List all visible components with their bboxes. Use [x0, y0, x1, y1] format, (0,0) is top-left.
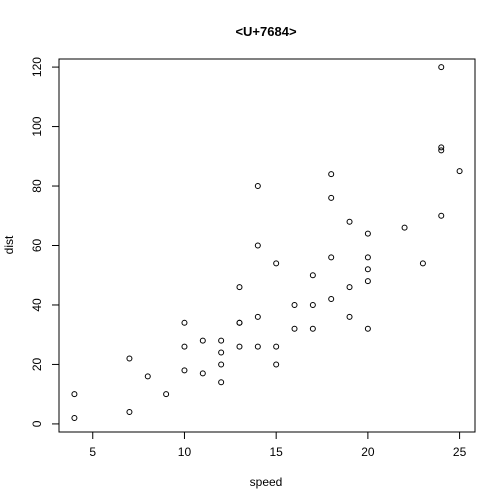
data-point: [236, 343, 243, 350]
chart-title: <U+7684>: [235, 24, 296, 39]
y-axis-label: dist: [2, 235, 16, 254]
data-point: [254, 242, 261, 249]
data-point: [438, 147, 445, 154]
x-axis: 5 10 15 20 25: [89, 432, 467, 459]
data-point: [181, 343, 188, 350]
data-point: [419, 260, 426, 267]
data-point: [236, 319, 243, 326]
data-point: [364, 278, 371, 285]
x-tick-label: 10: [178, 445, 192, 459]
y-tick-label: 60: [30, 239, 44, 253]
data-point: [144, 373, 151, 380]
x-tick-label: 5: [89, 445, 96, 459]
y-tick-label: 0: [30, 420, 44, 427]
data-point: [291, 301, 298, 308]
data-point: [71, 414, 78, 421]
data-point: [309, 325, 316, 332]
data-point: [309, 301, 316, 308]
data-point: [218, 361, 225, 368]
data-points: [71, 64, 463, 421]
data-point: [364, 325, 371, 332]
data-point: [346, 284, 353, 291]
x-tick-label: 15: [269, 445, 283, 459]
x-axis-label: speed: [250, 475, 283, 489]
y-tick-label: 40: [30, 298, 44, 312]
data-point: [273, 361, 280, 368]
data-point: [273, 260, 280, 267]
data-point: [346, 313, 353, 320]
data-point: [254, 343, 261, 350]
data-point: [199, 370, 206, 377]
data-point: [126, 409, 133, 416]
data-point: [438, 144, 445, 151]
data-point: [346, 218, 353, 225]
data-point: [438, 212, 445, 219]
data-point: [328, 296, 335, 303]
y-tick-label: 80: [30, 179, 44, 193]
data-point: [291, 325, 298, 332]
data-point: [254, 313, 261, 320]
data-point: [181, 367, 188, 374]
data-point: [364, 230, 371, 237]
data-point: [273, 343, 280, 350]
data-point: [218, 349, 225, 356]
data-point: [328, 254, 335, 261]
data-point: [199, 337, 206, 344]
x-tick-label: 20: [361, 445, 375, 459]
data-point: [328, 171, 335, 178]
data-point: [438, 64, 445, 71]
y-axis: 0 20 40 60 80 100 120: [30, 57, 59, 427]
data-point: [218, 337, 225, 344]
y-tick-label: 20: [30, 357, 44, 371]
data-point: [163, 391, 170, 398]
y-tick-label: 100: [30, 116, 44, 136]
data-point: [364, 254, 371, 261]
data-point: [218, 379, 225, 386]
data-point: [181, 319, 188, 326]
data-point: [401, 224, 408, 231]
x-tick-label: 25: [453, 445, 467, 459]
data-point: [126, 355, 133, 362]
data-point: [456, 168, 463, 175]
data-point: [364, 266, 371, 273]
data-point: [328, 194, 335, 201]
data-point: [236, 284, 243, 291]
data-point: [309, 272, 316, 279]
data-point: [254, 183, 261, 190]
data-point: [71, 391, 78, 398]
plot-frame: [58, 58, 476, 433]
y-tick-label: 120: [30, 57, 44, 77]
